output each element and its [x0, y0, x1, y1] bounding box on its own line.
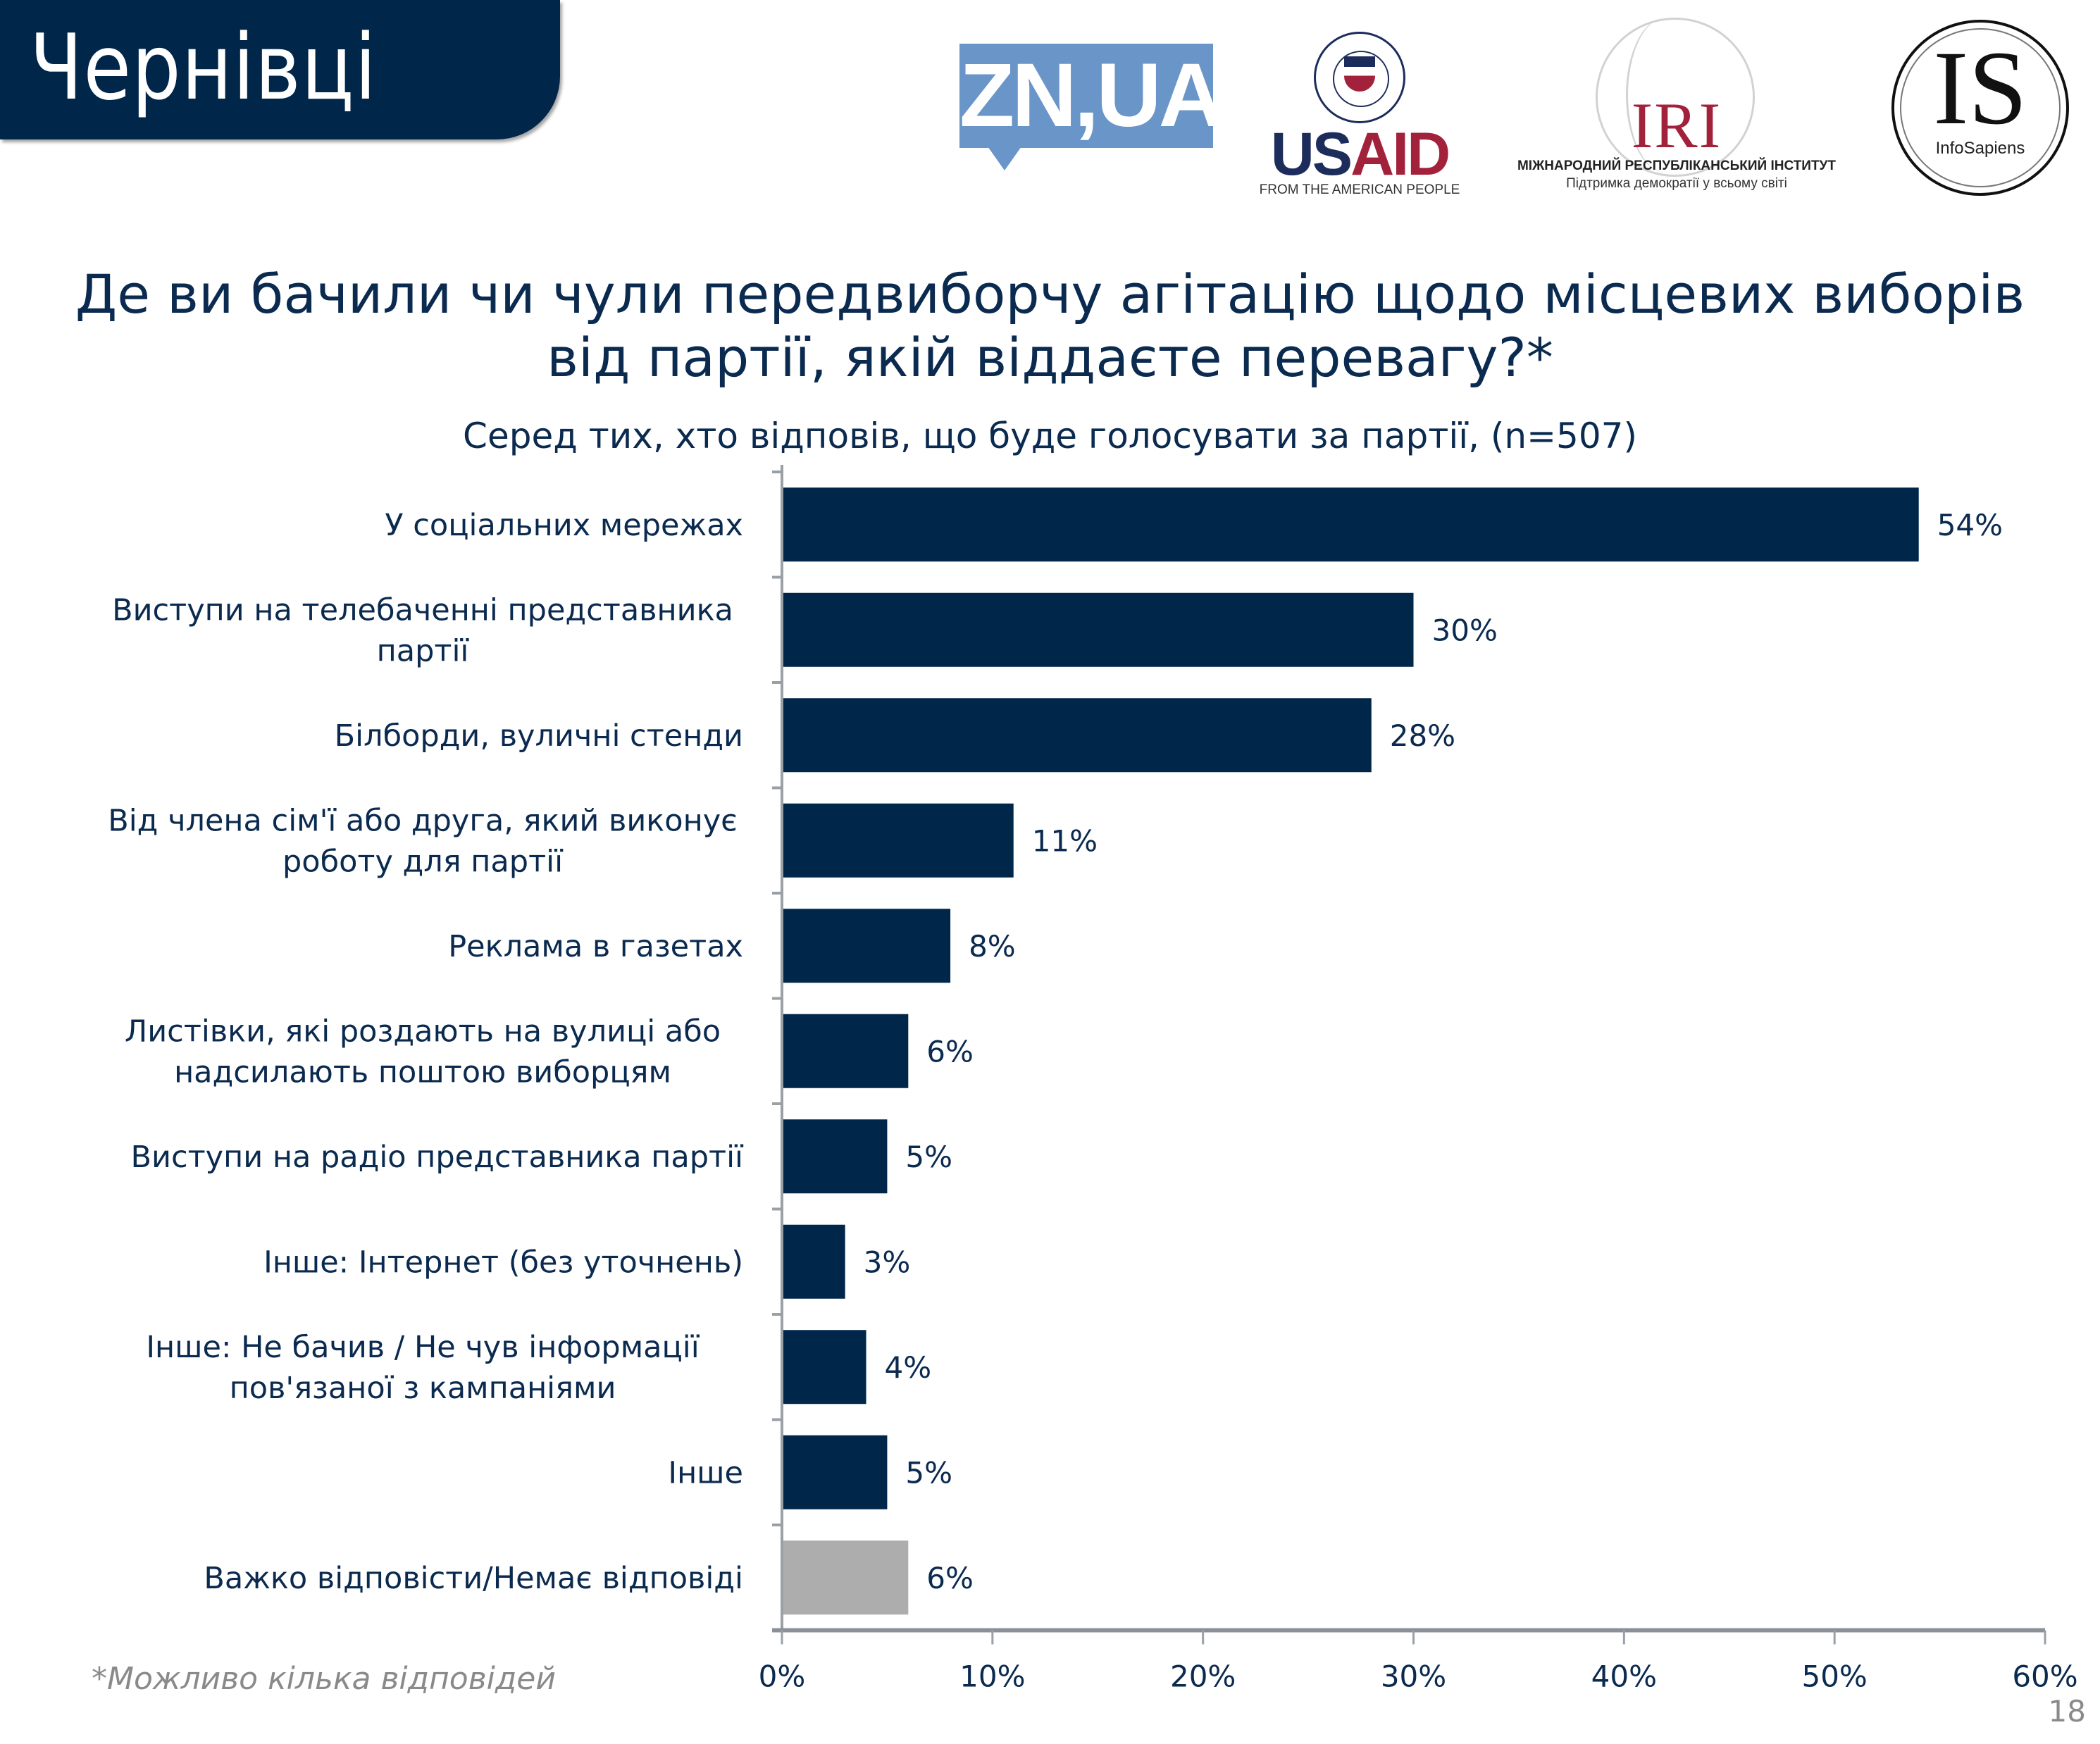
- bar: [782, 487, 1919, 562]
- value-label: 6%: [926, 1034, 974, 1069]
- chart-subtitle: Серед тих, хто відповів, що буде голосув…: [463, 416, 1637, 456]
- region-header: Чернівці: [0, 0, 560, 139]
- usaid-seal-icon: [1314, 32, 1405, 123]
- x-tick-label: 50%: [1801, 1659, 1867, 1694]
- value-label: 6%: [926, 1561, 974, 1595]
- chart-title-line2: від партії, якій віддаєте перевагу?*: [547, 326, 1553, 389]
- category-label: Реклама в газетах: [448, 929, 743, 964]
- value-label: 5%: [905, 1455, 952, 1490]
- category-label: Білборди, вуличні стенди: [335, 718, 743, 754]
- footnote: *Можливо кілька відповідей: [92, 1661, 556, 1697]
- bar: [782, 1014, 909, 1088]
- value-label: 28%: [1390, 718, 1455, 753]
- zn-ua-logo-text: ZN,UA: [959, 45, 1224, 146]
- value-label: 11%: [1032, 823, 1098, 858]
- category-label: Важко відповісти/Немає відповіді: [204, 1561, 743, 1596]
- bar: [782, 909, 951, 983]
- axes-group: [772, 465, 2046, 1645]
- bar: [782, 1540, 909, 1615]
- labels-group: 54% У соціальних мережах 30% Виступи на тел…: [108, 508, 2077, 1694]
- bar: [782, 592, 1414, 667]
- infosapiens-mark: IS: [1933, 30, 2027, 147]
- zn-ua-logo: ZN,UA: [959, 44, 1224, 170]
- bar: [782, 1435, 888, 1509]
- usaid-wordmark: USAID: [1270, 120, 1451, 188]
- infosapiens-logo: IS InfoSapiens: [1891, 20, 2069, 196]
- iri-logo: IRI МІЖНАРОДНИЙ РЕСПУБЛІКАНСЬКИЙ ІНСТИТУ…: [1493, 18, 1860, 201]
- x-tick-label: 60%: [2012, 1659, 2077, 1694]
- infosapiens-name: InfoSapiens: [1935, 139, 2025, 158]
- value-label: 30%: [1432, 613, 1498, 647]
- category-label: У соціальних мережах: [385, 508, 743, 543]
- value-label: 4%: [885, 1350, 932, 1385]
- category-label: Виступи на радіо представника партії: [131, 1140, 745, 1175]
- x-tick-label: 0%: [759, 1659, 806, 1694]
- bar: [782, 1330, 866, 1404]
- category-label: роботу для партії: [282, 844, 564, 879]
- x-tick-label: 10%: [959, 1659, 1025, 1694]
- iri-name: МІЖНАРОДНИЙ РЕСПУБЛІКАНСЬКИЙ ІНСТИТУТ: [1517, 158, 1836, 173]
- chart-title-line1: Де ви бачили чи чули передвиборчу агітац…: [75, 263, 2025, 325]
- iri-tagline: Підтримка демократії у всьому світі: [1566, 176, 1787, 191]
- value-label: 3%: [864, 1245, 911, 1279]
- category-label: надсилають поштою виборцям: [174, 1054, 671, 1090]
- value-label: 5%: [905, 1140, 952, 1174]
- category-label: Інше: Інтернет (без уточнень): [263, 1245, 743, 1280]
- category-label: Листівки, які роздають на вулиці або: [125, 1014, 721, 1049]
- value-label: 54%: [1937, 508, 2003, 542]
- category-label: Інше: Не бачив / Не чув інформації: [146, 1330, 700, 1365]
- bar: [782, 1224, 845, 1299]
- bars-group: [782, 487, 1919, 1615]
- x-tick-label: 20%: [1170, 1659, 1236, 1694]
- bar: [782, 803, 1014, 878]
- x-tick-label: 30%: [1381, 1659, 1446, 1694]
- usaid-logo: USAID FROM THE AMERICAN PEOPLE: [1254, 32, 1465, 201]
- usaid-tagline: FROM THE AMERICAN PEOPLE: [1259, 182, 1460, 197]
- category-label: пов'язаної з кампаніями: [230, 1371, 616, 1406]
- x-tick-label: 40%: [1591, 1659, 1657, 1694]
- category-label: партії: [377, 633, 470, 668]
- iri-wordmark: IRI: [1631, 89, 1722, 161]
- region-title: Чернівці: [30, 15, 377, 120]
- bar: [782, 1119, 888, 1194]
- speech-bubble-tail-icon: [988, 147, 1021, 170]
- bar: [782, 698, 1372, 773]
- page-number: 18: [2048, 1694, 2086, 1729]
- category-label: Виступи на телебаченні представника: [112, 592, 733, 628]
- globe-icon: [1596, 18, 1755, 177]
- value-label: 8%: [969, 929, 1016, 964]
- category-label: Інше: [668, 1455, 743, 1490]
- category-label: Від члена сім'ї або друга, який виконує: [108, 803, 738, 838]
